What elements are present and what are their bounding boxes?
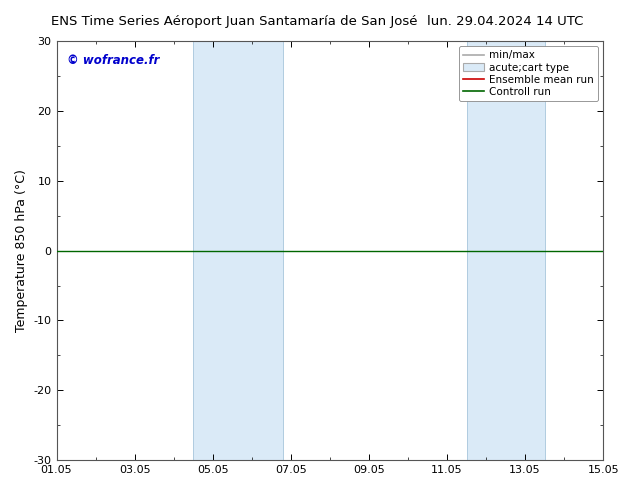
Bar (467, 41, 545, 460)
Text: ENS Time Series Aéroport Juan Santamaría de San José: ENS Time Series Aéroport Juan Santamaría… (51, 15, 417, 28)
Bar (193, 41, 283, 460)
Text: © wofrance.fr: © wofrance.fr (67, 53, 160, 67)
Text: lun. 29.04.2024 14 UTC: lun. 29.04.2024 14 UTC (427, 15, 583, 28)
Y-axis label: Temperature 850 hPa (°C): Temperature 850 hPa (°C) (15, 169, 28, 332)
Legend: min/max, acute;cart type, Ensemble mean run, Controll run: min/max, acute;cart type, Ensemble mean … (459, 46, 598, 101)
